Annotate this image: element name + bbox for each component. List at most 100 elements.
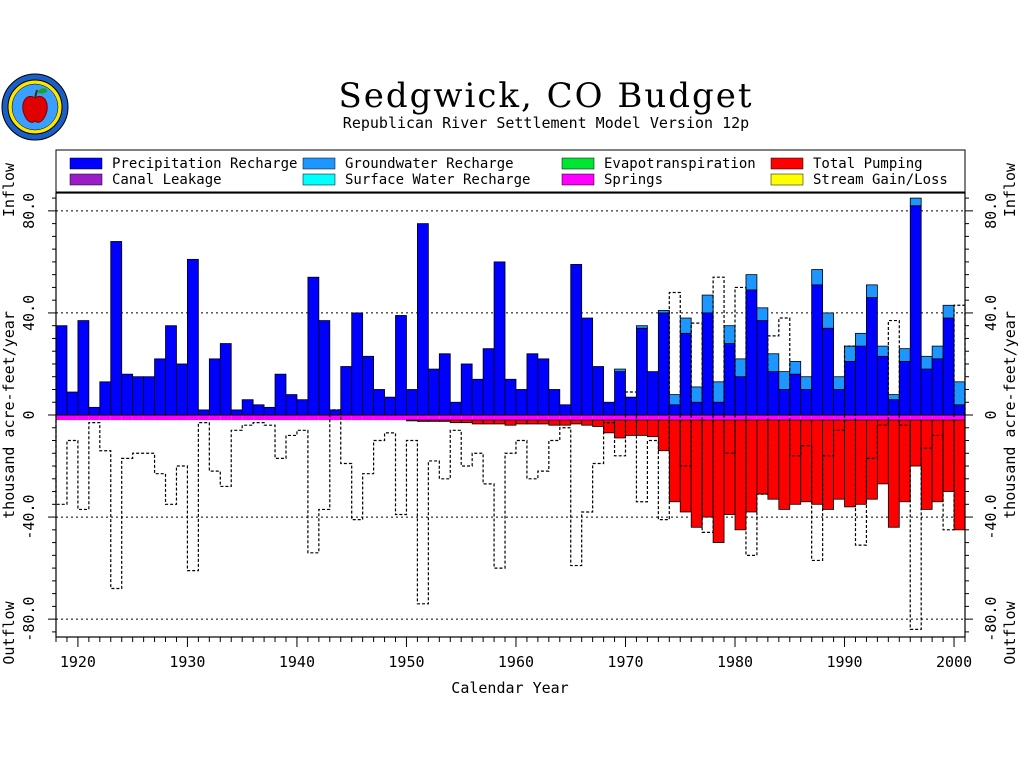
bar-precipitation-recharge	[449, 401, 462, 416]
bar-precipitation-recharge	[176, 363, 188, 416]
bar-precipitation-recharge	[252, 404, 265, 416]
bar-precipitation-recharge	[110, 241, 123, 416]
bar-total-pumping	[460, 419, 473, 424]
bar-total-pumping	[800, 419, 813, 503]
bar-springs	[296, 415, 308, 421]
bar-springs	[669, 415, 681, 421]
bar-springs	[625, 415, 637, 421]
y-tick-label-right: 40.0	[982, 295, 1000, 331]
bar-springs	[800, 415, 812, 421]
bar-precipitation-recharge	[767, 371, 780, 416]
bar-springs	[220, 415, 232, 421]
bar-springs	[472, 415, 484, 421]
bar-springs	[121, 415, 133, 421]
bar-total-pumping	[778, 419, 791, 510]
x-tick-label: 1990	[826, 653, 862, 671]
bar-total-pumping	[449, 419, 462, 424]
bar-total-pumping	[559, 419, 572, 426]
bar-springs	[56, 415, 67, 421]
bar-precipitation-recharge	[690, 401, 703, 416]
bar-groundwater-recharge	[811, 269, 824, 286]
inflow-label-left: Inflow	[0, 162, 18, 217]
bar-precipitation-recharge	[99, 381, 112, 416]
bar-precipitation-recharge	[460, 363, 473, 416]
bar-precipitation-recharge	[121, 373, 134, 416]
legend-swatch	[770, 173, 804, 186]
legend-label: Precipitation Recharge	[112, 156, 297, 172]
bar-precipitation-recharge	[570, 264, 583, 416]
bar-springs	[187, 415, 199, 421]
bar-precipitation-recharge	[438, 353, 451, 416]
bar-total-pumping	[855, 419, 867, 505]
bar-precipitation-recharge	[920, 368, 933, 416]
bar-springs	[373, 415, 385, 421]
bar-total-pumping	[657, 419, 670, 452]
bar-springs	[614, 415, 626, 421]
bar-precipitation-recharge	[822, 327, 834, 416]
bar-precipitation-recharge	[230, 409, 243, 416]
bar-precipitation-recharge	[537, 358, 550, 416]
bar-groundwater-recharge	[778, 371, 791, 390]
bar-groundwater-recharge	[942, 304, 955, 319]
bar-precipitation-recharge	[329, 409, 342, 416]
stream-gain-loss-outline	[55, 276, 966, 630]
bar-precipitation-recharge	[406, 389, 418, 416]
bar-total-pumping	[898, 419, 911, 503]
bar-precipitation-recharge	[296, 399, 309, 416]
bar-springs	[724, 415, 736, 421]
inflow-label-right: Inflow	[1001, 162, 1019, 217]
bar-springs	[450, 415, 462, 421]
bars	[55, 197, 966, 543]
bar-precipitation-recharge	[143, 376, 155, 416]
bar-groundwater-recharge	[712, 381, 725, 403]
bar-total-pumping	[942, 419, 955, 492]
stream-gain-loss-line	[55, 276, 966, 630]
legend-swatch	[69, 173, 103, 186]
legend-label: Total Pumping	[813, 156, 923, 172]
bar-precipitation-recharge	[55, 325, 68, 416]
bar-precipitation-recharge	[668, 404, 681, 416]
y-axis-label-left: thousand acre-feet/year	[0, 311, 18, 519]
bar-precipitation-recharge	[800, 389, 813, 416]
bar-precipitation-recharge	[855, 345, 867, 416]
bar-total-pumping	[866, 419, 878, 500]
chart-subtitle: Republican River Settlement Model Versio…	[343, 114, 749, 132]
bar-precipitation-recharge	[603, 401, 615, 416]
bar-springs	[548, 415, 560, 421]
bar-total-pumping	[811, 419, 824, 505]
y-tick-label-right: -40.0	[982, 494, 1000, 539]
bar-groundwater-recharge	[833, 376, 845, 390]
bar-springs	[811, 415, 823, 421]
bar-springs	[209, 415, 221, 421]
x-tick-label: 2000	[936, 653, 972, 671]
bar-precipitation-recharge	[395, 315, 407, 416]
bar-springs	[899, 415, 911, 421]
chart-title: Sedgwick, CO Budget	[338, 76, 753, 116]
bar-springs	[702, 415, 714, 421]
bar-precipitation-recharge	[493, 261, 506, 416]
bar-springs	[888, 415, 900, 421]
bar-springs	[417, 415, 429, 421]
bar-groundwater-recharge	[866, 284, 878, 299]
bar-groundwater-recharge	[745, 274, 758, 291]
bar-precipitation-recharge	[723, 343, 736, 416]
bar-groundwater-recharge	[931, 345, 944, 360]
x-tick-label: 1930	[169, 653, 205, 671]
bar-total-pumping	[493, 419, 506, 425]
y-tick-label-left: 80.0	[20, 193, 38, 229]
bar-springs	[833, 415, 845, 421]
bar-groundwater-recharge	[800, 376, 813, 390]
bar-precipitation-recharge	[88, 406, 101, 416]
y-tick-label-left: -40.0	[20, 494, 38, 539]
legend-label: Groundwater Recharge	[345, 156, 514, 172]
bar-total-pumping	[548, 419, 561, 426]
bar-springs	[483, 415, 495, 421]
bar-total-pumping	[920, 419, 933, 510]
bar-springs	[745, 415, 757, 421]
bar-precipitation-recharge	[515, 389, 528, 416]
legend-swatch	[302, 157, 336, 170]
x-axis-label: Calendar Year	[451, 679, 568, 697]
y-tick-label-right: 80.0	[982, 193, 1000, 229]
bar-total-pumping	[723, 419, 736, 515]
